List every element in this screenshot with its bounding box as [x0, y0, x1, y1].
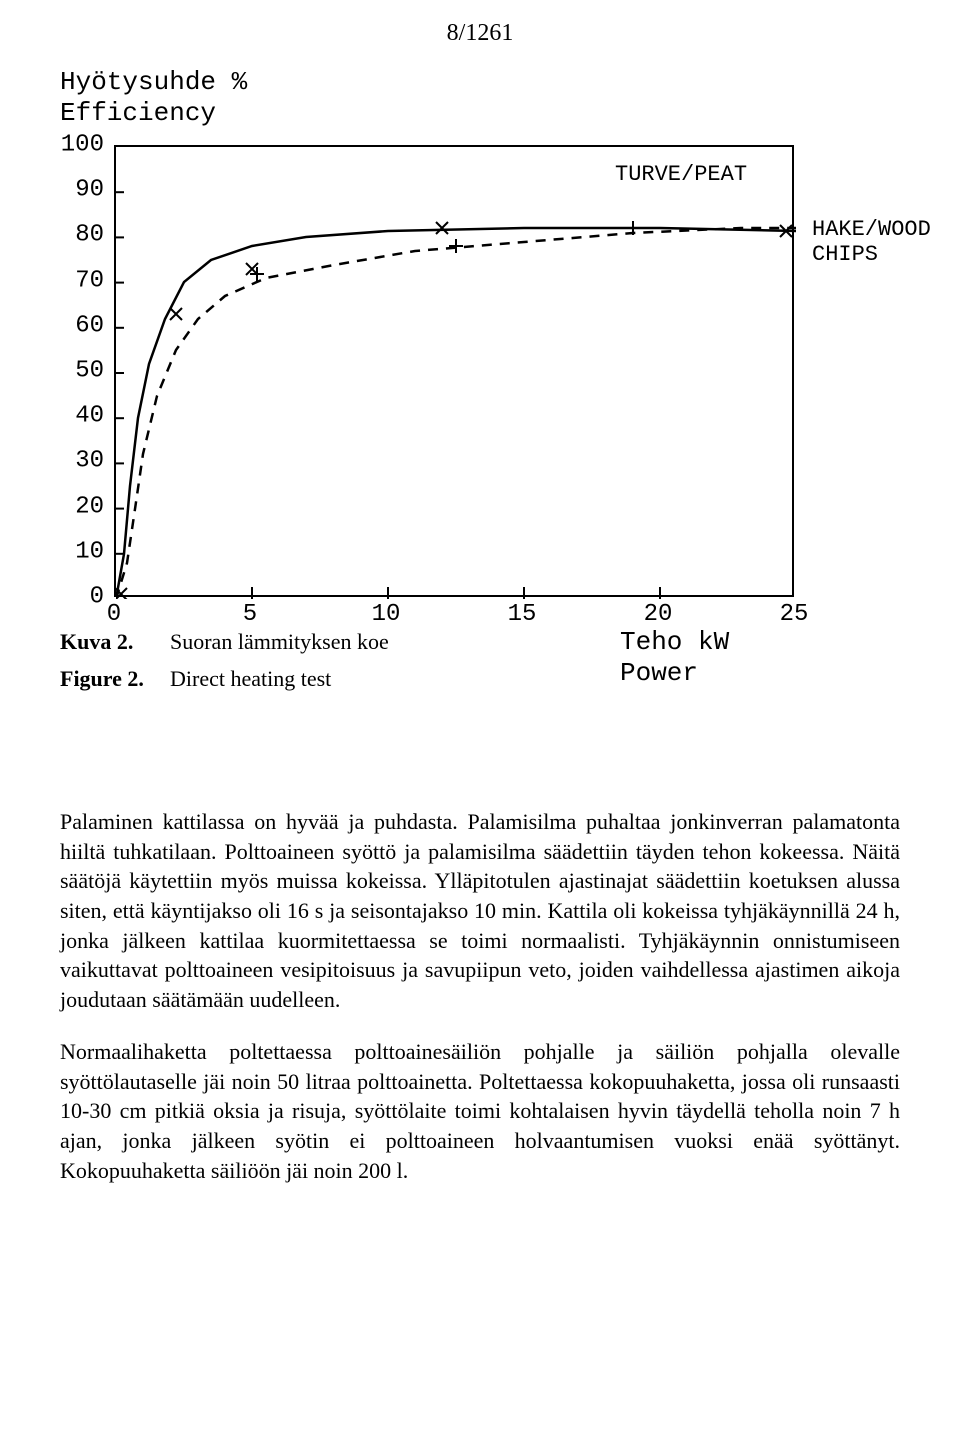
figure-caption: Kuva 2. Suoran lämmityksen koe Figure 2.…: [60, 627, 389, 695]
y-title-en: Efficiency: [60, 98, 247, 129]
x-axis-title: Teho kW Power: [620, 627, 729, 689]
caption-label-fi: Kuva 2.: [60, 627, 170, 658]
plot-area: [114, 145, 794, 597]
y-tick: 0: [90, 584, 104, 611]
y-tick: 70: [75, 267, 104, 294]
y-tick: 10: [75, 538, 104, 565]
efficiency-chart: Hyötysuhde % Efficiency 100 90 80 70 60 …: [60, 67, 920, 667]
series-hake-markers: [116, 222, 448, 599]
series-hake-line: [116, 228, 796, 599]
y-axis-ticks: 100 90 80 70 60 50 40 30 20 10 0: [60, 145, 108, 597]
x-tick: 15: [508, 601, 537, 628]
y-tick: 40: [75, 403, 104, 430]
paragraph-2: Normaalihaketta poltettaessa polttoaines…: [60, 1037, 900, 1185]
x-tick: 0: [107, 601, 121, 628]
y-tick: 50: [75, 358, 104, 385]
y-title-fi: Hyötysuhde %: [60, 67, 247, 98]
page-number: 8/1261: [60, 20, 900, 47]
legend-peat-label: TURVE/PEAT: [615, 162, 747, 187]
caption-text-en: Direct heating test: [170, 664, 389, 695]
x-title-fi: Teho kW: [620, 627, 729, 658]
series-peat-line: [116, 228, 796, 599]
y-tick: 20: [75, 493, 104, 520]
caption-text-fi: Suoran lämmityksen koe: [170, 627, 389, 658]
y-tick: 100: [61, 132, 104, 159]
legend-chips-label: HAKE/WOOD CHIPS: [812, 217, 931, 267]
y-tick: 30: [75, 448, 104, 475]
x-tick: 20: [644, 601, 673, 628]
x-tick: 25: [780, 601, 809, 628]
x-tick: 5: [243, 601, 257, 628]
paragraph-1: Palaminen kattilassa on hyvää ja puhdast…: [60, 807, 900, 1015]
x-tick: 10: [372, 601, 401, 628]
x-title-en: Power: [620, 658, 729, 689]
y-axis-title: Hyötysuhde % Efficiency: [60, 67, 247, 129]
caption-label-en: Figure 2.: [60, 664, 170, 695]
y-tick: 80: [75, 222, 104, 249]
y-tick: 60: [75, 312, 104, 339]
y-tick: 90: [75, 177, 104, 204]
body-text: Palaminen kattilassa on hyvää ja puhdast…: [60, 807, 900, 1185]
chart-svg: [116, 147, 796, 599]
